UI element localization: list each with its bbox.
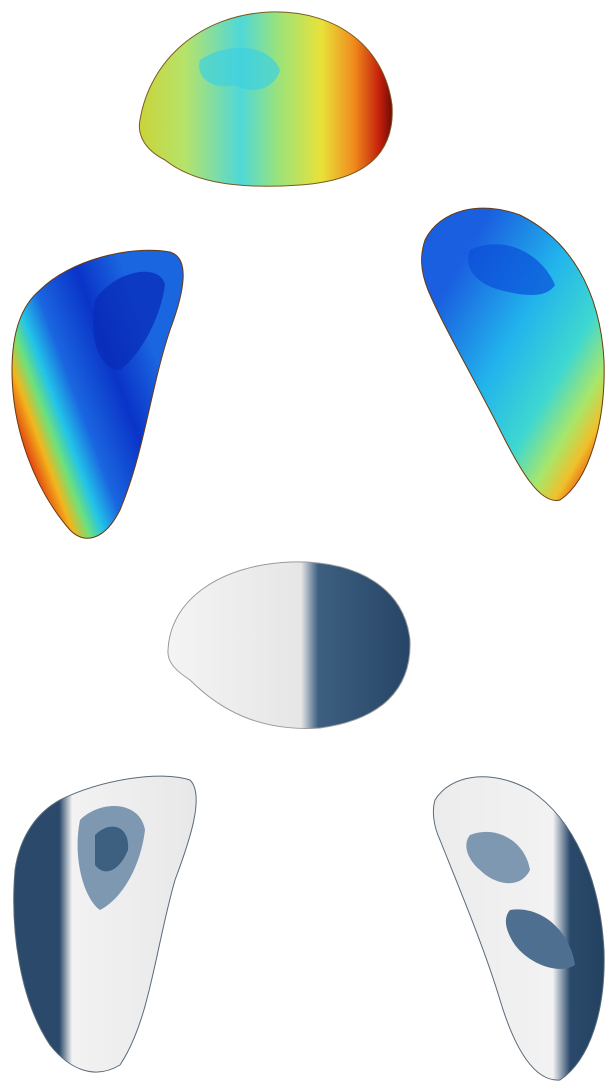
render-scene (0, 0, 606, 1086)
middle-surface-shaded (168, 562, 410, 729)
top-surface-colored (139, 12, 392, 186)
page (0, 0, 606, 1086)
